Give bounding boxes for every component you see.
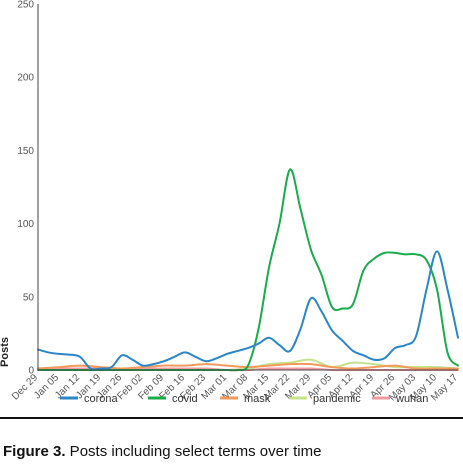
legend-label-mask: mask [244,393,271,405]
y-tick-label: 50 [23,292,35,303]
legend-label-covid: covid [172,393,198,405]
figure-caption-text: Posts including select terms over time [65,443,322,460]
axes [37,4,458,371]
y-tick-label: 200 [17,73,34,84]
plot-lines [37,168,459,372]
y-axis-title: Posts [0,337,11,367]
figure-label: Figure 3. [3,443,66,460]
y-tick-label: 0 [28,366,34,377]
y-tick-label: 100 [17,219,34,230]
series-line-covid [37,168,459,372]
legend-label-pandemic: pandemic [313,393,361,405]
y-axis-ticks: 0 50 100 150 200 250 [17,0,34,377]
figure-caption: Figure 3. Posts including select terms o… [3,443,461,460]
y-tick-label: 250 [17,0,34,11]
y-tick-label: 150 [17,146,34,157]
series-line-corona [37,250,459,371]
legend-label-corona: corona [84,393,119,405]
legend-label-wuhan: wuhan [395,393,428,405]
legend: corona covid mask pandemic wuhan [60,393,428,405]
